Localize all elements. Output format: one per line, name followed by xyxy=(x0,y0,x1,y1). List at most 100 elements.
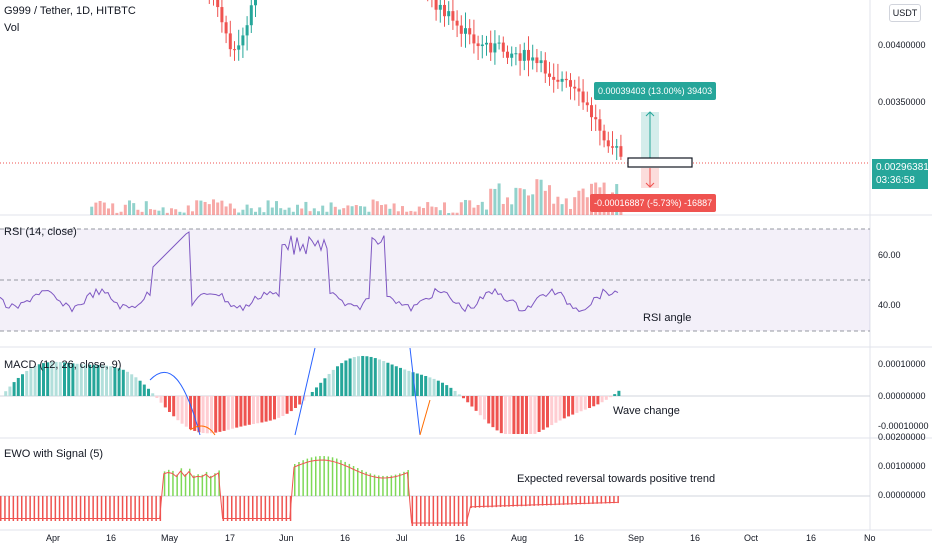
volume-label[interactable]: Vol xyxy=(4,22,20,34)
ewo-bar xyxy=(67,496,69,521)
ewo-bar xyxy=(239,496,241,521)
macd-annotation[interactable]: Wave change xyxy=(613,405,680,417)
macd-axis-label: 0.00010000 xyxy=(878,359,926,369)
macd-bar xyxy=(512,396,516,434)
ewo-bar xyxy=(315,456,317,496)
macd-bar xyxy=(218,396,222,432)
macd-bar xyxy=(441,382,444,396)
profit-label[interactable]: 0.00039403 (13.00%) 39403 xyxy=(594,82,717,100)
ewo-axis-label: 0.00100000 xyxy=(878,461,926,471)
ewo-bar xyxy=(499,496,502,508)
ewo-bar xyxy=(529,496,531,507)
macd-bar xyxy=(529,396,533,434)
macd-bar xyxy=(386,362,390,396)
macd-bar xyxy=(336,366,339,396)
macd-bar xyxy=(567,396,570,417)
macd-bar xyxy=(428,377,432,396)
volume-bar xyxy=(417,206,421,215)
ewo-bar xyxy=(470,496,472,508)
candle-body xyxy=(506,51,509,58)
macd-bar xyxy=(222,396,226,431)
macd-bar xyxy=(42,363,45,396)
macd-bar xyxy=(210,396,213,434)
candle-body xyxy=(468,28,472,35)
ewo-bar xyxy=(142,496,145,521)
macd-bar xyxy=(537,396,541,432)
macd-bar xyxy=(88,364,92,396)
macd-bar xyxy=(462,396,465,399)
position-entry-handle[interactable] xyxy=(627,157,693,168)
currency-button[interactable]: USDT xyxy=(889,4,921,22)
macd-bar xyxy=(323,378,327,396)
time-axis-label: 16 xyxy=(106,533,117,543)
volume-bar xyxy=(291,211,295,215)
candle-body xyxy=(220,7,224,23)
macd-bar xyxy=(147,388,150,396)
candles-layer[interactable] xyxy=(2,0,623,160)
macd-bar xyxy=(260,396,264,423)
ewo-bar xyxy=(84,496,86,521)
volume-bar xyxy=(359,206,362,215)
volume-bar xyxy=(539,179,543,215)
ewo-bar xyxy=(483,496,485,508)
macd-bar xyxy=(58,362,62,396)
ewo-bar xyxy=(201,474,204,496)
volume-bar xyxy=(325,211,329,215)
macd-bar xyxy=(562,396,566,419)
ewo-title[interactable]: EWO with Signal (5) xyxy=(4,448,104,460)
macd-bar xyxy=(609,396,612,398)
volume-bar xyxy=(380,205,383,215)
volume-bar xyxy=(422,207,425,215)
volume-bar xyxy=(191,211,194,215)
volume-bar xyxy=(493,188,497,215)
macd-bar xyxy=(470,396,474,407)
macd-bar xyxy=(151,393,155,396)
ewo-bar xyxy=(327,456,330,496)
candle-body xyxy=(594,117,598,120)
macd-bar xyxy=(390,364,394,396)
current-price-tag: 0.00296381 03:36:58 xyxy=(872,159,929,189)
macd-bar xyxy=(75,363,79,396)
ewo-bar xyxy=(134,496,136,521)
macd-bar xyxy=(478,396,482,416)
candle-body xyxy=(539,60,543,64)
volume-bar xyxy=(426,202,430,215)
symbol-title[interactable]: G999 / Tether, 1D, HITBTC xyxy=(4,5,136,17)
rsi-annotation[interactable]: RSI angle xyxy=(643,312,692,324)
ewo-annotation[interactable]: Expected reversal towards positive trend xyxy=(517,473,716,485)
volume-bar xyxy=(165,212,169,215)
volume-bar xyxy=(569,208,572,215)
ewo-bar xyxy=(541,496,544,506)
time-axis-label: 16 xyxy=(340,533,351,543)
macd-title[interactable]: MACD (12, 26, close, 9) xyxy=(4,359,122,371)
macd-bar xyxy=(126,371,129,396)
volume-bar xyxy=(207,204,211,215)
volume-bar xyxy=(304,201,308,215)
volume-bar xyxy=(115,212,119,215)
volume-bar xyxy=(275,201,278,215)
volume-bar xyxy=(497,183,501,215)
ewo-bar xyxy=(596,496,598,504)
volume-bar xyxy=(262,212,266,215)
ewo-bar xyxy=(92,496,94,521)
rsi-title[interactable]: RSI (14, close) xyxy=(4,226,77,238)
volume-bar xyxy=(233,208,236,215)
ewo-bar xyxy=(193,475,195,496)
loss-label[interactable]: -0.00016887 (-5.73%) -16887 xyxy=(590,194,717,212)
macd-bar xyxy=(499,396,503,434)
macd-bar xyxy=(596,396,600,405)
ewo-bar xyxy=(42,496,44,521)
macd-bar xyxy=(558,396,562,421)
ewo-bar xyxy=(558,496,561,506)
ewo-bar xyxy=(210,475,212,496)
macd-bar xyxy=(365,356,369,396)
macd-bar xyxy=(466,396,470,403)
ewo-bar xyxy=(508,496,510,507)
macd-bar xyxy=(533,396,537,434)
volume-bar xyxy=(321,205,325,215)
macd-bar xyxy=(516,396,520,434)
candle-body xyxy=(476,43,480,47)
time-axis-label: 16 xyxy=(455,533,466,543)
volume-bar xyxy=(472,207,476,215)
